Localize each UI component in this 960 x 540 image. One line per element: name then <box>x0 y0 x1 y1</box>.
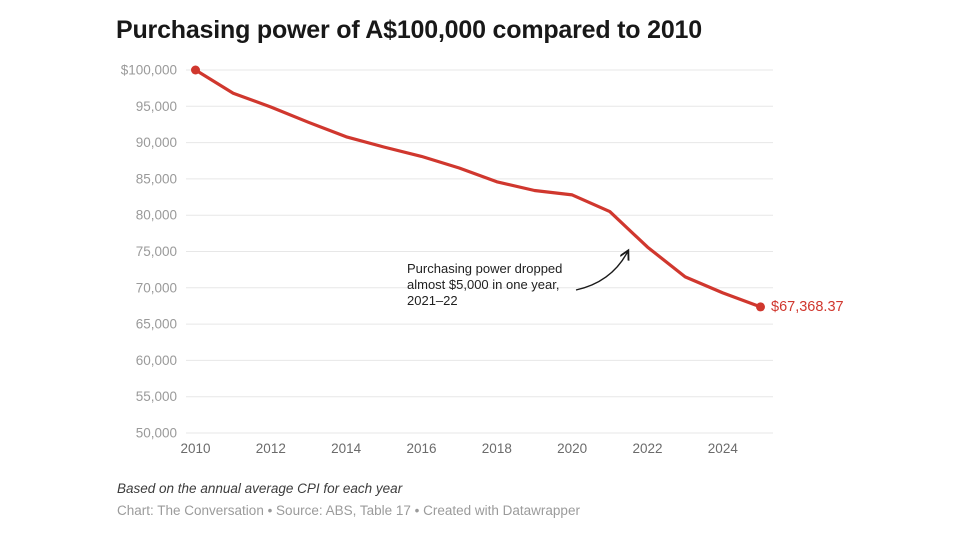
y-tick-label: 95,000 <box>136 99 177 114</box>
footer-credits: Chart: The Conversation • Source: ABS, T… <box>117 503 580 518</box>
x-tick-label: 2022 <box>632 441 662 456</box>
y-tick-label: 65,000 <box>136 317 177 332</box>
x-tick-label: 2012 <box>256 441 286 456</box>
chart-title: Purchasing power of A$100,000 compared t… <box>116 16 702 44</box>
annotation-text: Purchasing power dropped almost $5,000 i… <box>407 261 563 308</box>
data-series-layer <box>191 65 765 312</box>
end-value-label: $67,368.37 <box>771 299 844 315</box>
axis-labels-layer: $100,000 95,000 90,000 85,000 80,000 75,000 70… <box>121 63 739 457</box>
x-tick-label: 2010 <box>180 441 210 456</box>
y-tick-label: 85,000 <box>136 171 177 186</box>
x-tick-label: 2018 <box>482 441 512 456</box>
start-point <box>191 65 200 75</box>
y-tick-label: 90,000 <box>136 135 177 150</box>
x-tick-label: 2024 <box>708 441 739 456</box>
gridlines-layer <box>186 69 773 434</box>
x-tick-label: 2020 <box>557 441 587 456</box>
footer-note: Based on the annual average CPI for each… <box>117 481 403 496</box>
y-tick-label: 70,000 <box>136 280 177 295</box>
y-tick-label: 80,000 <box>136 208 177 223</box>
y-tick-label: 60,000 <box>136 353 177 368</box>
end-point <box>756 302 765 312</box>
annotation-arrow <box>575 251 628 291</box>
y-tick-label: $100,000 <box>121 63 177 78</box>
y-tick-label: 50,000 <box>136 426 177 441</box>
x-tick-label: 2016 <box>406 441 436 456</box>
y-tick-label: 75,000 <box>136 244 177 259</box>
x-tick-label: 2014 <box>331 441 362 456</box>
data-line <box>193 68 763 309</box>
y-tick-label: 55,000 <box>136 389 177 404</box>
